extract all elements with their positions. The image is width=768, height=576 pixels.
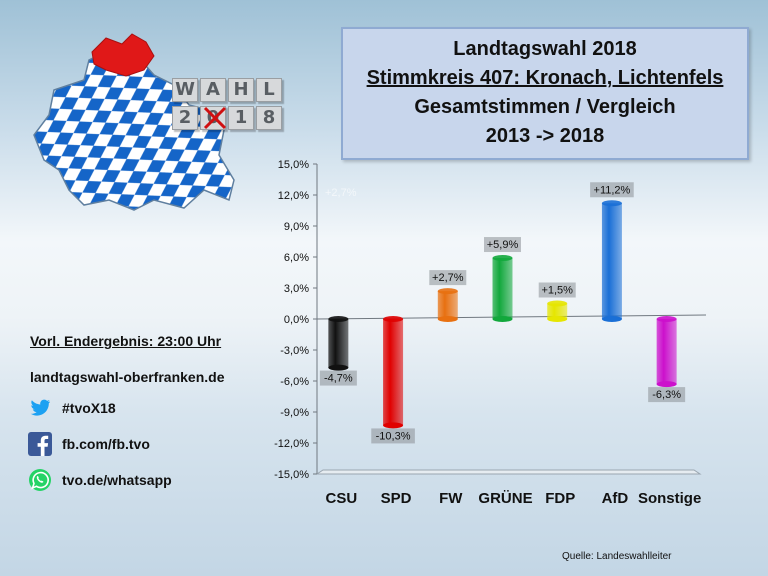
category-label: FDP	[545, 490, 575, 507]
facebook-icon	[28, 432, 52, 456]
category-label: AfD	[602, 490, 629, 507]
bar-base	[328, 364, 349, 371]
y-tick-label: 6,0%	[284, 252, 309, 264]
category-label: CSU	[326, 490, 358, 507]
twitter-icon	[30, 399, 50, 416]
result-time-text: Vorl. Endergebnis: 23:00 Uhr	[30, 333, 222, 349]
data-label-bg	[371, 428, 415, 444]
chart-floor	[315, 469, 702, 475]
data-label: -4,7%	[324, 373, 353, 385]
logo-letter: A	[200, 78, 226, 102]
bar	[547, 303, 568, 319]
bar	[656, 319, 677, 385]
y-tick-label: 9,0%	[284, 221, 309, 233]
category-label: Sonstige	[638, 490, 701, 507]
bar-base	[656, 381, 677, 388]
y-tick-label: -12,0%	[274, 438, 309, 450]
whatsapp-link: tvo.de/whatsapp	[62, 472, 172, 488]
data-label-bg	[590, 182, 634, 198]
data-label: +2,7%	[432, 272, 464, 284]
bar-base	[492, 316, 513, 322]
bar-base	[437, 316, 458, 322]
title-box: Landtagswahl 2018 Stimmkreis 407: Kronac…	[341, 27, 749, 160]
bar-cap	[601, 200, 622, 207]
bar-cap	[328, 316, 349, 322]
category-label: GRÜNE	[478, 490, 532, 507]
twitter-row[interactable]: #tvoX18	[28, 396, 116, 420]
bar	[492, 258, 513, 319]
data-label-bg	[429, 270, 467, 286]
logo-letter: L	[256, 78, 282, 102]
y-tick-label: -3,0%	[280, 345, 309, 357]
y-tick-label: 15,0%	[278, 159, 309, 171]
bar	[437, 291, 458, 319]
bar	[601, 203, 622, 319]
ballot-cross-icon	[203, 106, 227, 130]
title-line-2: Stimmkreis 407: Kronach, Lichtenfels	[366, 67, 724, 89]
website-link[interactable]: landtagswahl-oberfranken.de	[30, 369, 225, 385]
facebook-link: fb.com/fb.tvo	[62, 436, 150, 452]
bar-cap	[437, 288, 458, 295]
title-line-4: 2013 -> 2018	[485, 125, 605, 147]
bar	[328, 319, 349, 368]
bar-cap	[547, 300, 568, 307]
source-note: Quelle: Landeswahlleiter	[562, 551, 672, 562]
data-label: +5,9%	[487, 239, 519, 251]
bar-base	[547, 316, 568, 322]
bar-cap	[492, 255, 513, 262]
faint-label: +2,7%	[325, 187, 357, 199]
data-label: -6,3%	[652, 389, 681, 401]
facebook-row[interactable]: fb.com/fb.tvo	[28, 432, 150, 456]
title-line-3: Gesamtstimmen / Vergleich	[414, 96, 676, 118]
data-label-bg	[648, 387, 686, 403]
y-tick-label: -9,0%	[280, 407, 309, 419]
y-tick-label: 3,0%	[284, 283, 309, 295]
bar-base	[601, 316, 622, 322]
bavaria-map-icon	[33, 33, 235, 211]
bar-base	[383, 422, 404, 429]
title-line-1: Landtagswahl 2018	[453, 38, 637, 60]
bar	[383, 319, 404, 426]
logo-letter: W	[172, 78, 198, 102]
bar-cap	[383, 316, 404, 322]
data-label: +11,2%	[594, 184, 631, 196]
y-tick-label: 12,0%	[278, 190, 309, 202]
data-label: +1,5%	[541, 285, 573, 297]
category-label: FW	[439, 490, 463, 507]
data-label-bg	[538, 282, 576, 298]
y-tick-label: 0,0%	[284, 314, 309, 326]
y-tick-label: -15,0%	[274, 469, 309, 481]
twitter-handle: #tvoX18	[62, 400, 116, 416]
whatsapp-icon	[29, 469, 51, 491]
data-label-bg	[484, 237, 521, 253]
data-label: -10,3%	[376, 430, 411, 442]
logo-letter: H	[228, 78, 254, 102]
category-label: SPD	[381, 490, 412, 507]
bar-cap	[656, 316, 677, 322]
y-tick-label: -6,0%	[280, 376, 309, 388]
whatsapp-row[interactable]: tvo.de/whatsapp	[28, 468, 172, 492]
data-label-bg	[319, 370, 357, 386]
logo-letter: 2	[172, 106, 198, 130]
logo-letter: 1	[228, 106, 254, 130]
logo-letter: 8	[256, 106, 282, 130]
